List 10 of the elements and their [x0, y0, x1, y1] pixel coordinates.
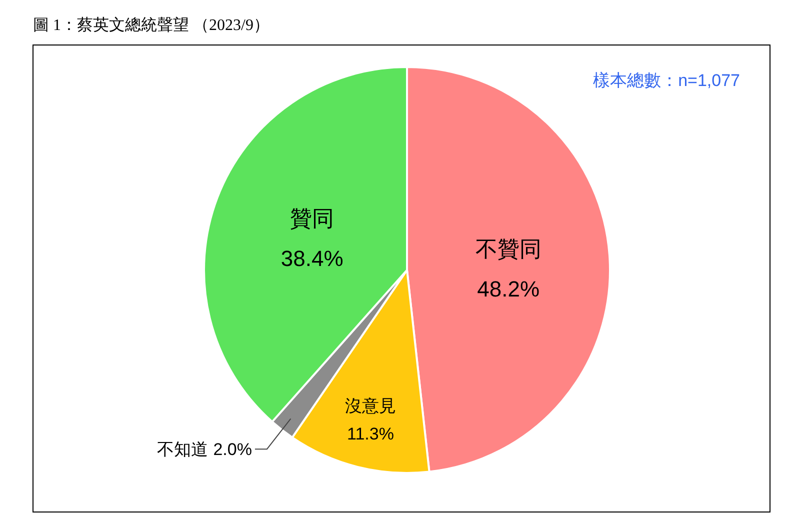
data-label: 48.2%	[477, 276, 540, 302]
slice-label: 不知道	[157, 440, 208, 460]
data-label: 38.4%	[280, 246, 344, 271]
data-label: 2.0%	[213, 440, 252, 460]
slice-label: 贊同	[290, 206, 334, 231]
slice-label: 沒意見	[345, 396, 396, 416]
data-label: 11.3%	[347, 424, 394, 444]
slice-label: 不贊同	[475, 236, 542, 262]
text: 樣本總數：n=1,077	[593, 71, 740, 90]
chart-title: 圖 1：蔡英文總統聲望 （2023/9）	[33, 16, 270, 34]
